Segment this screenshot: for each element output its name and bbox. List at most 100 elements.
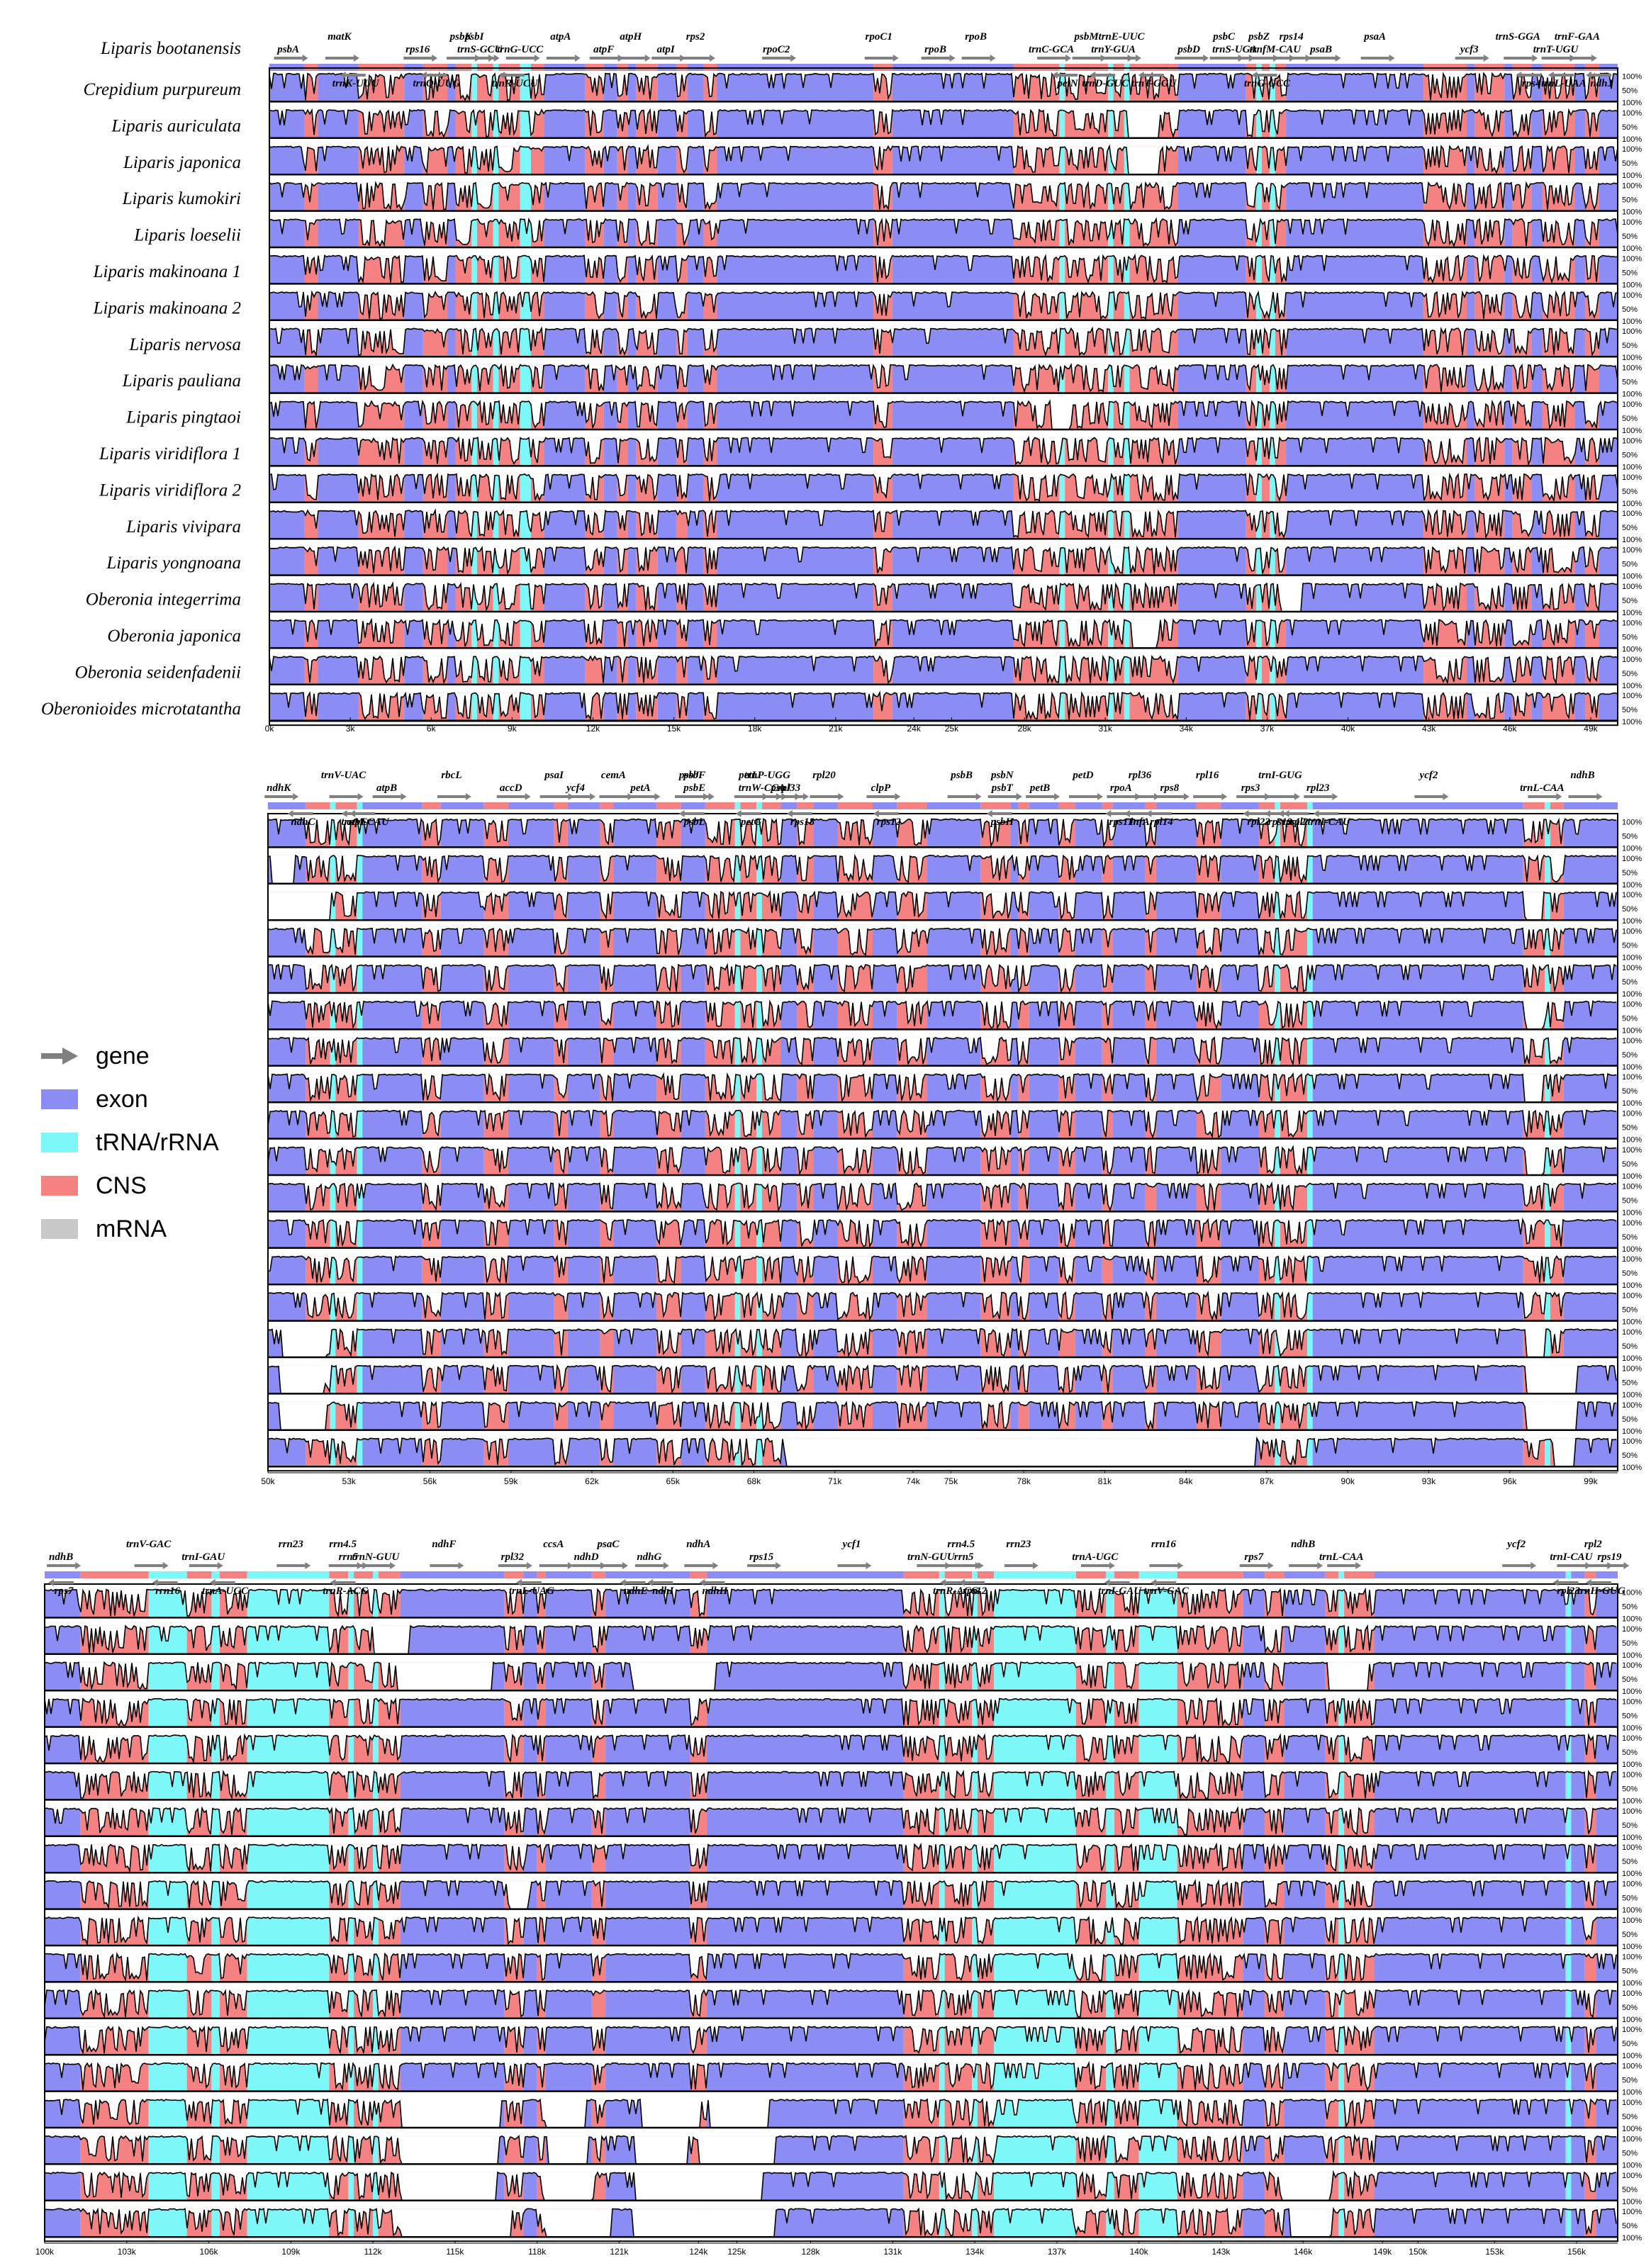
region-fill [1243, 2172, 1265, 2201]
region-fill [508, 1438, 554, 1467]
region-fill [1059, 219, 1065, 247]
region-fill [927, 1256, 981, 1285]
region-fill [780, 1401, 797, 1430]
region-fill [1221, 1365, 1259, 1394]
alignment-row: 100%50%100% [44, 1769, 1642, 1805]
region-fill [1504, 583, 1513, 612]
region-fill [148, 2135, 187, 2165]
gene-arrow-head [986, 810, 992, 817]
region-fill [520, 73, 531, 102]
region-fill [211, 1662, 220, 1691]
gene-label: rpl2 [1584, 1539, 1603, 1550]
region-fill [780, 1183, 797, 1212]
region-fill [357, 1001, 363, 1030]
region-fill [656, 1110, 681, 1139]
region-fill [1106, 1953, 1114, 1982]
region-fill [813, 928, 838, 957]
region-fill [269, 73, 305, 102]
region-fill [605, 1989, 690, 2019]
gene-label: accD [500, 782, 522, 794]
region-fill [1504, 692, 1513, 722]
region-fill [734, 965, 741, 993]
region-fill [1243, 2026, 1265, 2055]
region-fill [734, 928, 741, 957]
gene-label: psbJ [678, 770, 700, 781]
region-fill [1075, 1001, 1102, 1030]
region-fill [1106, 2172, 1114, 2201]
identity-mask [45, 1771, 1618, 1799]
region-fill [1059, 328, 1065, 357]
identity-label-50: 50% [1622, 378, 1638, 387]
region-fill [1029, 1183, 1059, 1212]
alignment-row: 100%50%100% [267, 1108, 1642, 1145]
gene-arrow-head [488, 55, 495, 62]
x-tick-label: 78k [1017, 1476, 1031, 1486]
region-fill [927, 1365, 981, 1394]
region-fill [520, 583, 531, 612]
region-fill [471, 146, 477, 175]
region-fill [520, 619, 531, 649]
region-fill [927, 1329, 981, 1357]
region-fill [1155, 1001, 1197, 1030]
gene-arrow-head [1097, 793, 1104, 800]
gene-arrow-head [341, 810, 347, 817]
legend-swatch [41, 1176, 78, 1196]
region-fill [600, 1329, 614, 1357]
gene-arrow-head [663, 1562, 669, 1569]
region-fill [1270, 182, 1275, 211]
region-fill [440, 1292, 484, 1321]
region-fill [734, 1256, 741, 1285]
region-fill [1284, 1917, 1326, 1946]
gene-label: psbZ [1247, 31, 1270, 43]
region-fill [362, 1438, 422, 1467]
identity-label-100: 100% [1622, 1245, 1642, 1254]
identity-curve [44, 1587, 1617, 1618]
region-fill [1029, 1001, 1059, 1030]
region-fill [1565, 2062, 1572, 2092]
region-fill [544, 546, 586, 576]
region-fill [717, 619, 874, 649]
region-fill [400, 1844, 505, 1873]
region-fill [330, 1001, 336, 1030]
region-fill [717, 692, 874, 722]
region-fill [1374, 1662, 1566, 1691]
identity-label-50: 50% [1622, 415, 1638, 423]
region-fill [373, 1589, 379, 1618]
region-fill [1124, 692, 1130, 722]
region-fill [1106, 1771, 1114, 1800]
region-fill [1124, 656, 1130, 685]
region-fill [1599, 656, 1618, 685]
x-tick-label: 103k [118, 2247, 137, 2257]
region-fill [471, 692, 477, 722]
gene-arrow-head [1065, 55, 1072, 62]
identity-curve [269, 108, 1618, 139]
region-fill [318, 437, 359, 466]
region-fill [1155, 819, 1197, 848]
x-tick-label: 124k [689, 2247, 708, 2257]
region-fill [972, 1880, 978, 1909]
region-fill [1059, 510, 1065, 539]
region-fill [717, 510, 874, 539]
gene-label: trnC-GCA [1029, 44, 1074, 55]
region-fill [1138, 2135, 1177, 2165]
region-fill [330, 1183, 336, 1212]
region-fill [362, 1110, 422, 1139]
x-tick-label: 46k [1503, 724, 1517, 734]
region-fill [1466, 73, 1475, 102]
feature-strip-segment [1018, 802, 1029, 809]
region-fill [493, 583, 499, 612]
region-fill [676, 510, 688, 539]
region-fill [756, 1074, 762, 1103]
region-fill [1155, 855, 1197, 884]
gene-label: psbT [990, 782, 1014, 794]
region-fill [357, 965, 363, 993]
gene-label: atpH [620, 31, 642, 43]
region-fill [1286, 583, 1424, 612]
region-fill [357, 1438, 363, 1467]
identity-label-100: 100% [1622, 1401, 1642, 1410]
region-fill [1270, 328, 1275, 357]
region-fill [545, 1844, 592, 1873]
gene-label: rbcL [441, 770, 461, 781]
gene-label: trnP-UGG [744, 770, 790, 781]
identity-label-100: 100% [1622, 573, 1642, 581]
